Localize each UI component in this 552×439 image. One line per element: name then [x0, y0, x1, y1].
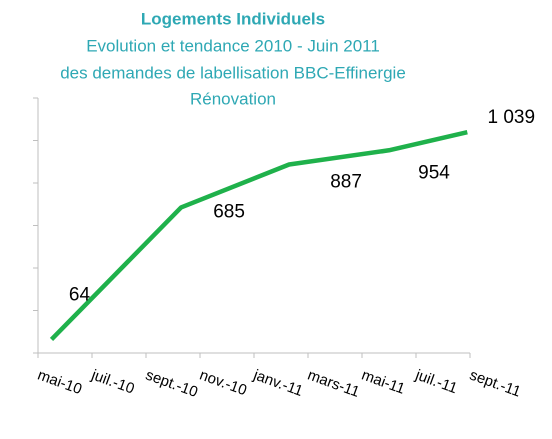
x-tick-label: juil.-10: [88, 366, 136, 397]
subtitle: Rénovation: [190, 89, 276, 108]
x-tick-label: janv.-11: [250, 366, 305, 400]
x-tick-label: mars-11: [305, 367, 361, 401]
x-tick-label: juil.-11: [412, 366, 459, 397]
x-tick-label: mai-10: [35, 367, 84, 399]
x-tick-label: mai-11: [359, 367, 407, 398]
x-tick-label: sept.-11: [467, 367, 523, 401]
data-label: 1 039: [488, 107, 536, 128]
data-label: 685: [213, 201, 245, 222]
subtitle: Evolution et tendance 2010 - Juin 2011: [86, 36, 380, 55]
data-label: 64: [69, 284, 91, 305]
data-label: 887: [330, 172, 362, 193]
data-label: 954: [418, 162, 450, 183]
x-tick-label: sept.-10: [143, 367, 200, 402]
chart-title: Logements Individuels: [141, 9, 325, 28]
line: [49, 130, 468, 341]
x-tick-label: nov.-10: [197, 367, 249, 400]
subtitle: des demandes de labellisation BBC-Effine…: [60, 63, 406, 82]
